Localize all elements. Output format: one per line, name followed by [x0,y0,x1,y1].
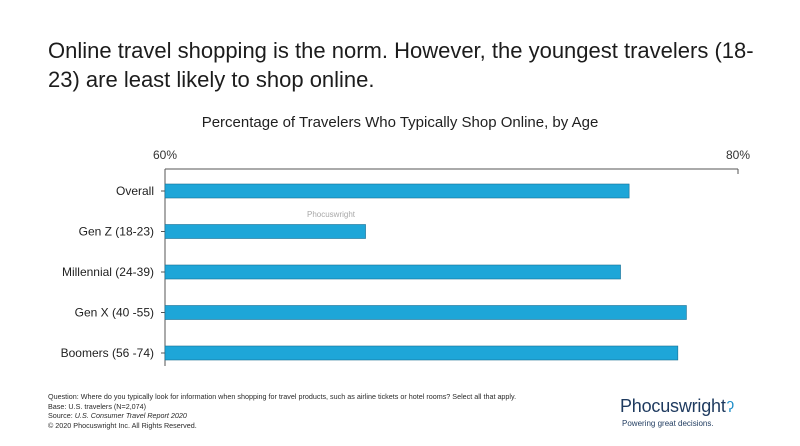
logo-mark-icon: ʔ [726,399,735,416]
category-label: Boomers (56 -74) [61,346,154,360]
footnotes: Question: Where do you typically look fo… [48,392,608,430]
footnote-source: Source: U.S. Consumer Travel Report 2020 [48,411,608,421]
footnote-source-prefix: Source: [48,411,75,421]
bar [164,305,687,320]
category-label: Gen Z (18-23) [79,225,154,239]
category-label: Overall [116,184,154,198]
chart-title: Percentage of Travelers Who Typically Sh… [201,114,599,131]
footnote-base: Base: U.S. travelers (N=2,074) [48,401,147,411]
footnote-copyright: © 2020 Phocuswright Inc. All Rights Rese… [48,420,197,430]
category-label: Millennial (24-39) [62,265,154,279]
logo-tagline: Powering great decisions. [622,419,714,428]
bar [164,183,630,199]
x-tick-label: 80% [726,148,750,162]
phocuswright-logo: Phocuswrightʔ Powering great decisions. [620,396,780,428]
footnote-source-title: U.S. Consumer Travel Report 2020 [74,411,187,421]
logo-name: Phocuswright [620,396,726,416]
watermark: Phocuswright [307,210,356,219]
bar [164,345,679,361]
category-label: Gen X (40 -55) [75,306,154,320]
x-tick-label: 60% [153,148,177,162]
bar [164,224,366,239]
headline: Online travel shopping is the norm. Howe… [48,38,754,92]
bar [164,264,621,280]
footnote-question: Question: Where do you typically look fo… [48,392,517,401]
